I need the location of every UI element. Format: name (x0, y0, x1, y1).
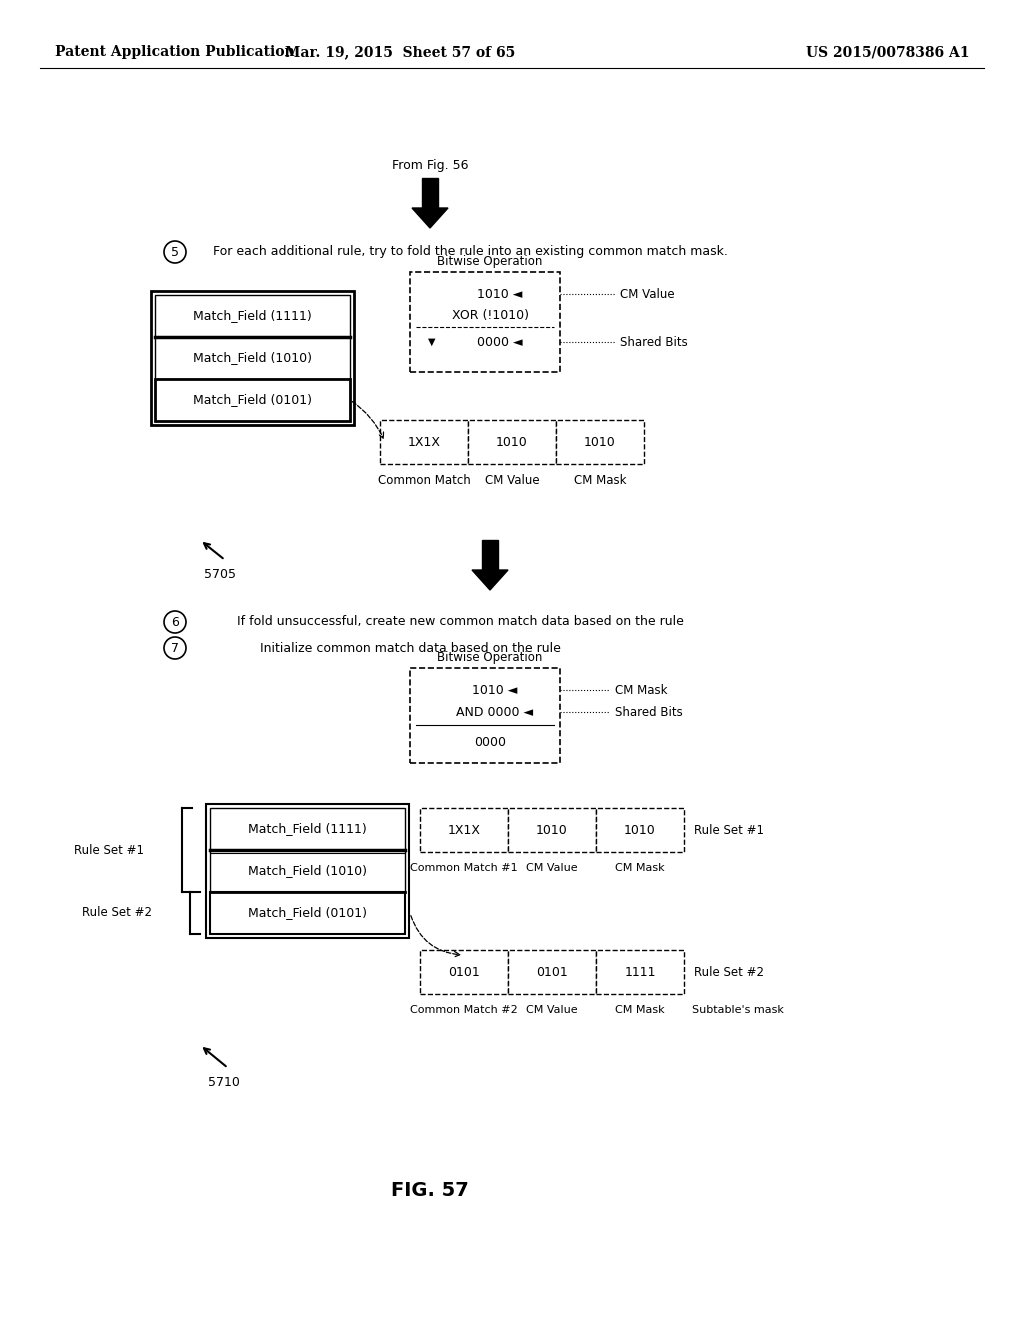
Text: Mar. 19, 2015  Sheet 57 of 65: Mar. 19, 2015 Sheet 57 of 65 (285, 45, 515, 59)
Text: 1111: 1111 (625, 965, 655, 978)
Text: Shared Bits: Shared Bits (615, 705, 683, 718)
Text: Patent Application Publication: Patent Application Publication (55, 45, 295, 59)
Bar (410, 668, 560, 763)
Text: 6: 6 (171, 615, 179, 628)
Bar (556, 420, 644, 465)
Text: CM Value: CM Value (484, 474, 540, 487)
Text: 0000 ◄: 0000 ◄ (477, 335, 523, 348)
Bar (596, 808, 684, 851)
Text: Initialize common match data based on the rule: Initialize common match data based on th… (259, 642, 560, 655)
Text: Rule Set #1: Rule Set #1 (74, 843, 144, 857)
Text: US 2015/0078386 A1: US 2015/0078386 A1 (807, 45, 970, 59)
Text: Match_Field (0101): Match_Field (0101) (248, 907, 367, 920)
Text: Rule Set #2: Rule Set #2 (82, 907, 152, 920)
Bar (155, 379, 350, 421)
Text: ▼: ▼ (428, 337, 436, 347)
Text: CM Value: CM Value (526, 863, 578, 873)
Text: 5: 5 (171, 246, 179, 259)
Text: XOR (!1010): XOR (!1010) (452, 309, 528, 322)
Bar (410, 272, 560, 372)
Bar (210, 808, 406, 850)
Text: Match_Field (1111): Match_Field (1111) (248, 822, 367, 836)
Text: 1010: 1010 (584, 436, 615, 449)
Bar (420, 808, 508, 851)
Text: 0101: 0101 (537, 965, 568, 978)
Text: CM Mask: CM Mask (615, 684, 668, 697)
Text: FIG. 57: FIG. 57 (391, 1180, 469, 1200)
Text: From Fig. 56: From Fig. 56 (392, 158, 468, 172)
Text: 1010: 1010 (496, 436, 528, 449)
Text: 0101: 0101 (449, 965, 480, 978)
Bar (468, 420, 556, 465)
Text: Common Match: Common Match (378, 474, 470, 487)
Text: CM Mask: CM Mask (615, 863, 665, 873)
Text: Common Match #2: Common Match #2 (411, 1005, 518, 1015)
Text: 5705: 5705 (204, 569, 236, 582)
Text: Rule Set #1: Rule Set #1 (694, 824, 764, 837)
Text: CM Value: CM Value (620, 288, 675, 301)
Text: If fold unsuccessful, create new common match data based on the rule: If fold unsuccessful, create new common … (237, 615, 683, 628)
Bar (151, 290, 354, 425)
Text: Match_Field (1010): Match_Field (1010) (248, 865, 367, 878)
Bar (596, 950, 684, 994)
Text: For each additional rule, try to fold the rule into an existing common match mas: For each additional rule, try to fold th… (213, 246, 727, 259)
Polygon shape (412, 209, 449, 228)
Text: 7: 7 (171, 642, 179, 655)
Text: Match_Field (0101): Match_Field (0101) (193, 393, 312, 407)
Text: 5710: 5710 (208, 1076, 240, 1089)
Text: 1010 ◄: 1010 ◄ (477, 288, 522, 301)
Bar (210, 892, 406, 935)
Text: CM Mask: CM Mask (615, 1005, 665, 1015)
Text: 1010: 1010 (624, 824, 656, 837)
Text: 0000: 0000 (474, 735, 506, 748)
Bar (155, 337, 350, 379)
Text: Bitwise Operation: Bitwise Operation (437, 652, 543, 664)
Bar (155, 294, 350, 337)
Text: 1X1X: 1X1X (408, 436, 440, 449)
Text: Match_Field (1111): Match_Field (1111) (194, 309, 312, 322)
Text: Bitwise Operation: Bitwise Operation (437, 256, 543, 268)
Polygon shape (472, 570, 508, 590)
Text: 1010: 1010 (537, 824, 568, 837)
Bar (508, 808, 596, 851)
Bar (508, 950, 596, 994)
Text: 1010 ◄: 1010 ◄ (472, 684, 518, 697)
Text: CM Mask: CM Mask (573, 474, 627, 487)
Text: Match_Field (1010): Match_Field (1010) (193, 351, 312, 364)
Bar (482, 540, 498, 570)
Text: Rule Set #2: Rule Set #2 (694, 965, 764, 978)
Bar (422, 178, 438, 209)
Bar (206, 804, 409, 939)
Text: 1X1X: 1X1X (447, 824, 480, 837)
Bar (210, 850, 406, 892)
Bar (380, 420, 468, 465)
Text: AND 0000 ◄: AND 0000 ◄ (457, 705, 534, 718)
Text: CM Value: CM Value (526, 1005, 578, 1015)
Text: Common Match #1: Common Match #1 (411, 863, 518, 873)
Text: Subtable's mask: Subtable's mask (692, 1005, 784, 1015)
Text: Shared Bits: Shared Bits (620, 335, 688, 348)
Bar (420, 950, 508, 994)
